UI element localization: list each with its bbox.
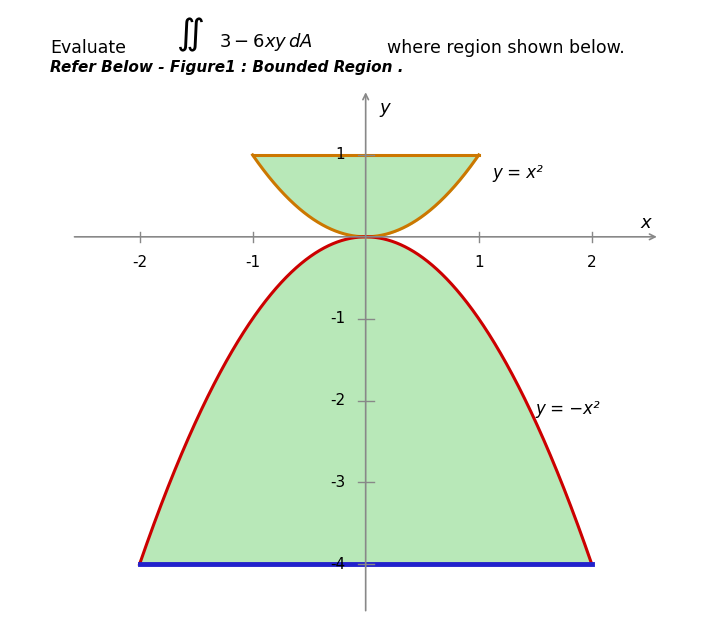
Text: y = −x²: y = −x² (536, 400, 600, 418)
Text: -3: -3 (330, 475, 346, 490)
Text: y = x²: y = x² (493, 164, 543, 182)
Text: Evaluate: Evaluate (50, 39, 126, 57)
Text: where region shown below.: where region shown below. (387, 39, 625, 57)
Text: $3 - 6xy\,dA$: $3 - 6xy\,dA$ (219, 31, 313, 52)
Text: -2: -2 (132, 255, 147, 270)
Text: 1: 1 (336, 148, 346, 162)
Text: -4: -4 (331, 557, 346, 572)
Text: -2: -2 (331, 393, 346, 408)
Text: 2: 2 (587, 255, 597, 270)
Text: -1: -1 (245, 255, 260, 270)
Text: y: y (379, 99, 390, 118)
Text: x: x (640, 214, 650, 232)
Text: $\iint$: $\iint$ (176, 16, 204, 54)
Text: Refer Below - Figure1 : Bounded Region .: Refer Below - Figure1 : Bounded Region . (50, 59, 404, 75)
Text: -1: -1 (331, 311, 346, 326)
Text: 1: 1 (474, 255, 483, 270)
